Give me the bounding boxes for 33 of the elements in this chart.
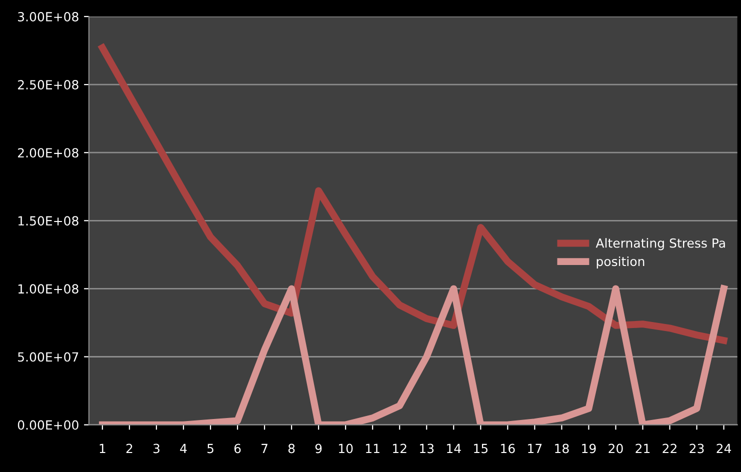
x-tick-label: 24 — [716, 444, 732, 454]
x-tick-label: 16 — [501, 444, 515, 454]
x-tick-label: 22 — [662, 444, 676, 454]
x-tick-label: 6 — [234, 444, 241, 454]
x-tick-label: 1 — [100, 444, 106, 454]
y-tick-label: 1.50E+08 — [18, 216, 78, 226]
y-tick-label: 2.50E+08 — [18, 80, 78, 90]
x-tick-label: 8 — [288, 444, 295, 454]
legend-label: Alternating Stress Pa — [596, 238, 725, 250]
x-tick-label: 7 — [262, 444, 268, 454]
y-tick-label: 0.00E+00 — [18, 420, 78, 430]
x-tick-label: 11 — [366, 444, 380, 454]
x-tick-label: 18 — [555, 444, 569, 454]
x-tick-label: 12 — [393, 444, 406, 454]
x-tick-label: 5 — [207, 444, 214, 454]
x-tick-label: 23 — [690, 444, 704, 454]
x-tick-label: 20 — [608, 444, 623, 454]
x-tick-label: 15 — [474, 444, 488, 454]
y-tick-label: 1.00E+08 — [18, 284, 78, 294]
x-tick-label: 21 — [636, 444, 650, 454]
x-tick-label: 14 — [447, 444, 461, 454]
x-tick-label: 9 — [315, 444, 322, 454]
y-tick-label: 3.00E+08 — [18, 12, 78, 22]
y-tick-label: 2.00E+08 — [18, 148, 78, 158]
x-tick-label: 17 — [528, 444, 542, 454]
x-tick-label: 10 — [338, 444, 353, 454]
y-tick-label: 5.00E+07 — [18, 352, 78, 362]
x-tick-label: 4 — [180, 444, 187, 454]
x-tick-label: 2 — [126, 444, 132, 454]
x-tick-label: 19 — [582, 444, 596, 454]
x-tick-label: 13 — [420, 444, 434, 454]
x-tick-label: 3 — [153, 444, 160, 454]
legend-label: position — [596, 256, 644, 269]
